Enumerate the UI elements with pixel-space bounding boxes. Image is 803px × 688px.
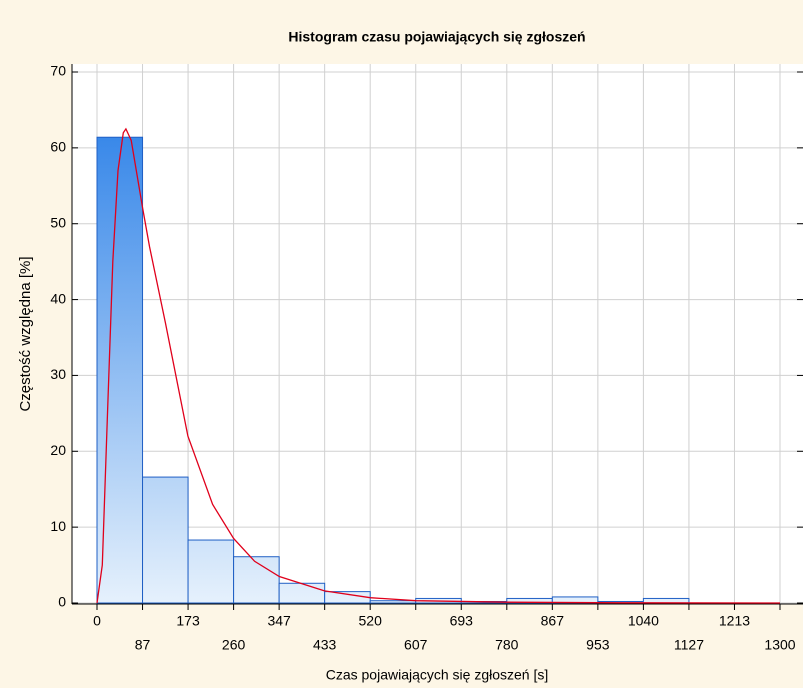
- x-tick-label: 520: [359, 613, 383, 629]
- x-tick-label: 1127: [674, 637, 704, 653]
- x-tick-label: 693: [450, 613, 474, 629]
- y-tick-label: 40: [50, 290, 66, 306]
- x-tick-label: 953: [586, 637, 610, 653]
- x-tick-label: 1300: [764, 637, 795, 653]
- bar: [142, 476, 189, 604]
- x-tick-label: 780: [495, 637, 519, 653]
- x-tick-label: 87: [135, 637, 151, 653]
- y-tick-label: 60: [50, 139, 66, 155]
- x-tick-label: 347: [267, 613, 291, 629]
- x-tick-label: 173: [176, 613, 200, 629]
- bar: [369, 600, 417, 604]
- bar: [233, 556, 280, 604]
- x-tick-label: 0: [93, 613, 101, 629]
- y-tick-label: 20: [50, 442, 66, 458]
- fit-curve: [96, 127, 781, 604]
- chart-title: Histogram czasu pojawiających się zgłosz…: [288, 29, 585, 45]
- bar: [278, 582, 326, 604]
- bar: [187, 539, 235, 604]
- x-axis-title: Czas pojawiających się zgłoszeń [s]: [326, 667, 549, 683]
- bar: [96, 136, 144, 604]
- x-tick-label: 867: [541, 613, 565, 629]
- x-tick-label: 607: [404, 637, 428, 653]
- x-tick-label: 1040: [628, 613, 659, 629]
- y-tick-label: 10: [50, 518, 66, 534]
- y-tick-label: 0: [58, 594, 66, 610]
- y-tick-label: 50: [50, 214, 66, 230]
- y-axis-title: Częstość względna [%]: [17, 256, 34, 411]
- y-tick-label: 70: [50, 63, 66, 79]
- plot-area: [72, 64, 803, 604]
- x-tick-label: 260: [222, 637, 246, 653]
- x-tick-label: 433: [313, 637, 337, 653]
- y-tick-label: 30: [50, 366, 66, 382]
- x-tick-label: 1213: [719, 613, 750, 629]
